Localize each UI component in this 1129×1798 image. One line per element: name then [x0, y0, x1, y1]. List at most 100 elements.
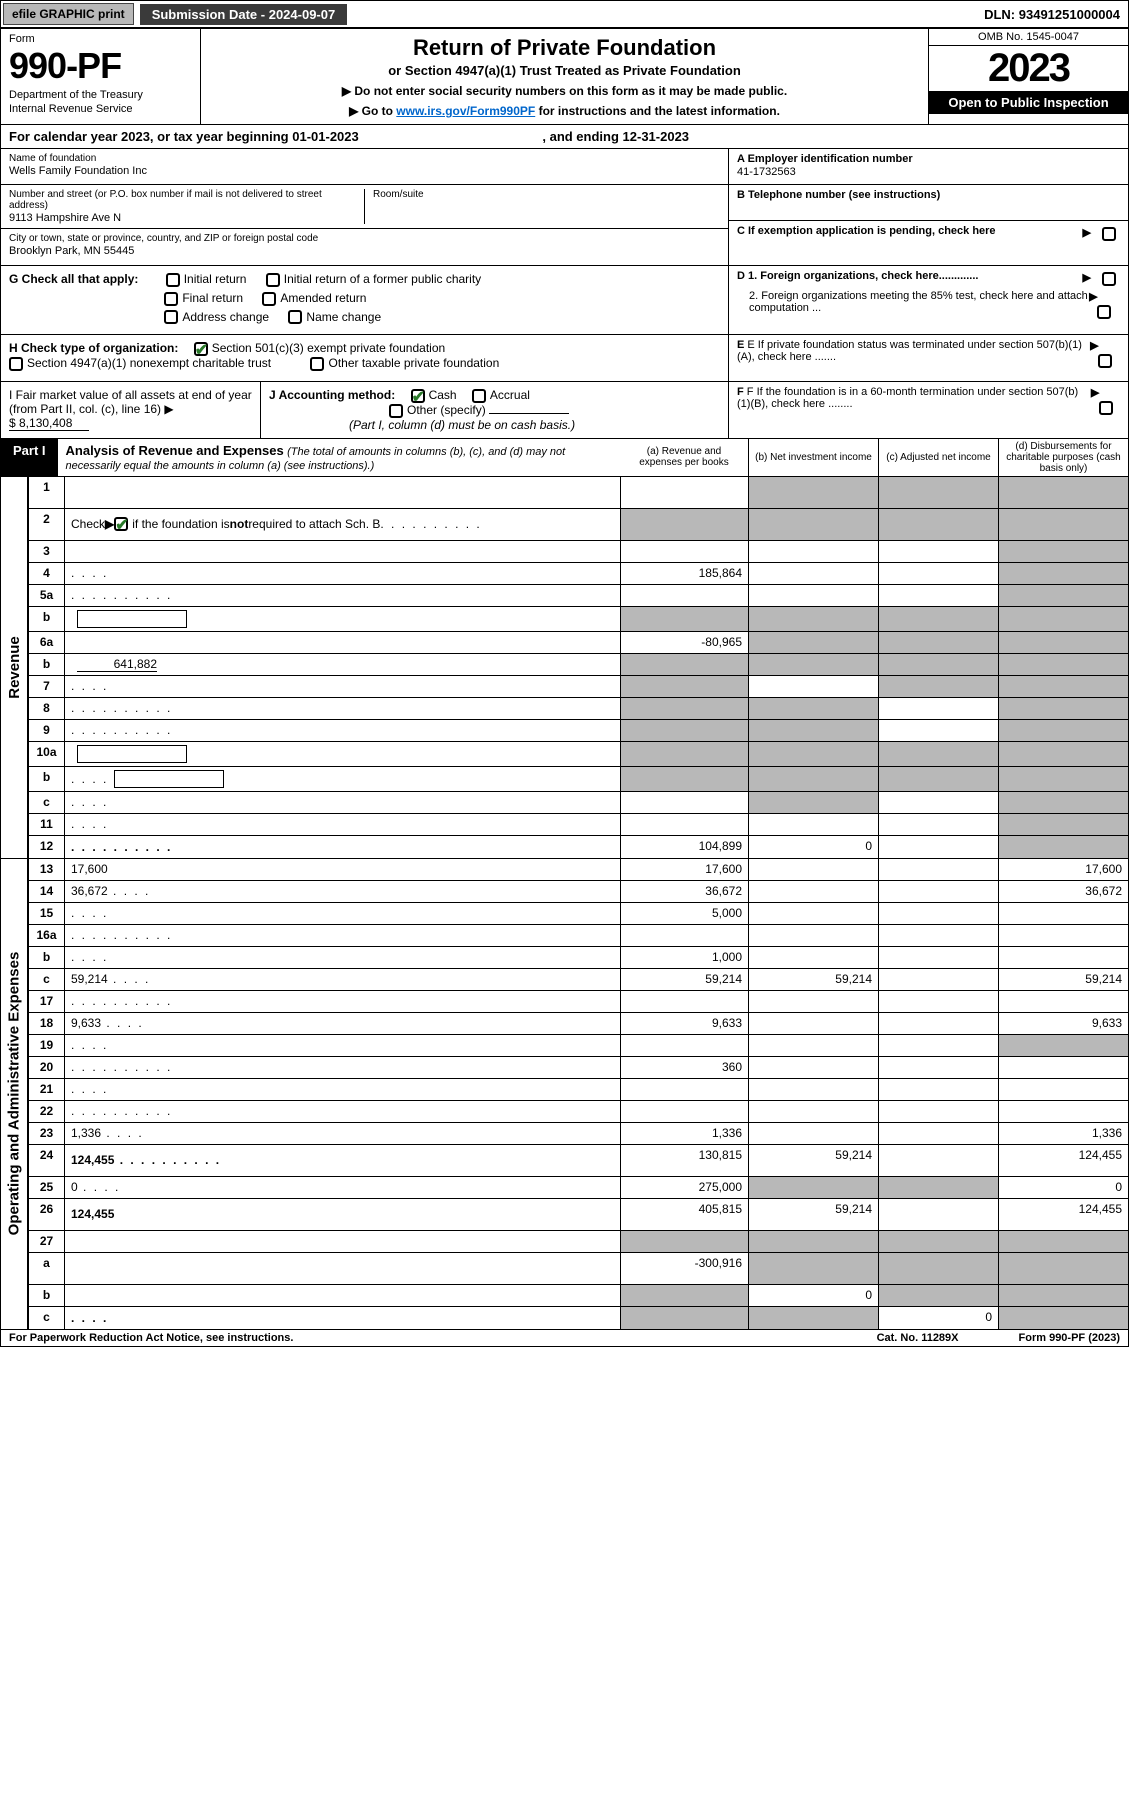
col-b-value	[748, 632, 878, 653]
table-row: 5a	[29, 585, 1128, 607]
line-description	[65, 814, 620, 835]
line-description: 9,633	[65, 1013, 620, 1034]
table-row: b	[29, 767, 1128, 792]
f-checkbox[interactable]	[1099, 401, 1113, 415]
col-c-value	[878, 1145, 998, 1176]
h-501c3-checkbox[interactable]	[194, 342, 208, 356]
col-c-value	[878, 654, 998, 675]
col-c-value	[878, 676, 998, 697]
cat-number: Cat. No. 11289X	[877, 1332, 959, 1344]
info-right: A Employer identification number 41-1732…	[728, 149, 1128, 265]
cal-pre: For calendar year 2023, or tax year begi…	[9, 129, 292, 144]
col-d-value	[998, 1307, 1128, 1329]
g-amended-checkbox[interactable]	[262, 292, 276, 306]
oae-text: Operating and Administrative Expenses	[6, 952, 23, 1236]
c-checkbox[interactable]	[1102, 227, 1116, 241]
col-d-value	[998, 563, 1128, 584]
line-number: 22	[29, 1101, 65, 1122]
table-row: a-300,916	[29, 1253, 1128, 1285]
dept-treasury: Department of the Treasury	[9, 89, 192, 101]
col-b-value	[748, 676, 878, 697]
i-section: I Fair market value of all assets at end…	[1, 382, 261, 438]
d1-checkbox[interactable]	[1102, 272, 1116, 286]
g-label: G Check all that apply:	[9, 272, 138, 286]
j-cash-checkbox[interactable]	[411, 389, 425, 403]
col-b-value: 0	[748, 1285, 878, 1306]
i-label: I Fair market value of all assets at end…	[9, 388, 252, 416]
col-d-value: 17,600	[998, 859, 1128, 880]
col-a-value: -300,916	[620, 1253, 748, 1284]
line-number: 14	[29, 881, 65, 902]
line-description: 0	[65, 1177, 620, 1198]
line-description: 1,336	[65, 1123, 620, 1144]
arrow-icon: ▶	[1082, 272, 1090, 284]
col-c-value	[878, 1123, 998, 1144]
part-1-desc: Analysis of Revenue and Expenses (The to…	[58, 439, 620, 476]
col-d-value: 36,672	[998, 881, 1128, 902]
form990pf-link[interactable]: www.irs.gov/Form990PF	[396, 104, 535, 118]
d2-checkbox[interactable]	[1097, 305, 1111, 319]
table-row: 1317,60017,60017,600	[29, 859, 1128, 881]
col-d-value	[998, 1057, 1128, 1078]
line-description	[65, 563, 620, 584]
line-description	[65, 1035, 620, 1056]
col-b-value	[748, 881, 878, 902]
g-name-checkbox[interactable]	[288, 310, 302, 324]
h-other-checkbox[interactable]	[310, 357, 324, 371]
line-number: 20	[29, 1057, 65, 1078]
dln-value: 93491251000004	[1019, 7, 1120, 22]
j-cash: Cash	[429, 388, 457, 402]
h-4947-checkbox[interactable]	[9, 357, 23, 371]
e-checkbox[interactable]	[1098, 354, 1112, 368]
col-b-value	[748, 1057, 878, 1078]
table-row: 4185,864	[29, 563, 1128, 585]
line-number: c	[29, 1307, 65, 1329]
col-a-value	[620, 607, 748, 631]
col-a-value: 130,815	[620, 1145, 748, 1176]
col-a-value	[620, 654, 748, 675]
arrow-icon: ▶	[1091, 387, 1099, 399]
table-row: 8	[29, 698, 1128, 720]
col-d-value	[998, 947, 1128, 968]
c-exemption-row: C If exemption application is pending, c…	[729, 221, 1128, 257]
line-description	[65, 698, 620, 719]
line-description	[65, 1253, 620, 1284]
line-description	[65, 836, 620, 858]
oae-side-label: Operating and Administrative Expenses	[1, 859, 29, 1329]
address-row: Number and street (or P.O. box number if…	[1, 185, 728, 229]
col-d-value	[998, 1079, 1128, 1100]
col-b-value	[748, 1253, 878, 1284]
f-label: F If the foundation is in a 60-month ter…	[737, 386, 1078, 410]
line-description: Check ▶ if the foundation is not require…	[65, 509, 620, 540]
col-a-value: 59,214	[620, 969, 748, 990]
checks-i-j-f: I Fair market value of all assets at end…	[0, 382, 1129, 439]
col-a-header: (a) Revenue and expenses per books	[620, 439, 748, 476]
omb-number: OMB No. 1545-0047	[929, 29, 1128, 46]
j-other-checkbox[interactable]	[389, 404, 403, 418]
col-c-value	[878, 632, 998, 653]
col-c-value	[878, 1035, 998, 1056]
g-address-checkbox[interactable]	[164, 310, 178, 324]
j-accrual-checkbox[interactable]	[472, 389, 486, 403]
line-number: 25	[29, 1177, 65, 1198]
col-c-value	[878, 792, 998, 813]
line-number: b	[29, 607, 65, 631]
cal-begin: 01-01-2023	[292, 129, 359, 144]
efile-print-button[interactable]: efile GRAPHIC print	[3, 3, 134, 25]
col-b-value: 59,214	[748, 1145, 878, 1176]
e-label: E If private foundation status was termi…	[737, 339, 1082, 363]
g-initial-checkbox[interactable]	[166, 273, 180, 287]
col-c-value	[878, 509, 998, 540]
col-d-value	[998, 676, 1128, 697]
schb-checkbox[interactable]	[114, 517, 128, 531]
col-b-value	[748, 792, 878, 813]
g-final-checkbox[interactable]	[164, 292, 178, 306]
col-d-value	[998, 698, 1128, 719]
col-a-value	[620, 720, 748, 741]
line-number: c	[29, 969, 65, 990]
line-number: b	[29, 767, 65, 791]
g-initial-public-checkbox[interactable]	[266, 273, 280, 287]
line-description	[65, 903, 620, 924]
col-d-value: 1,336	[998, 1123, 1128, 1144]
telephone-row: B Telephone number (see instructions)	[729, 185, 1128, 221]
